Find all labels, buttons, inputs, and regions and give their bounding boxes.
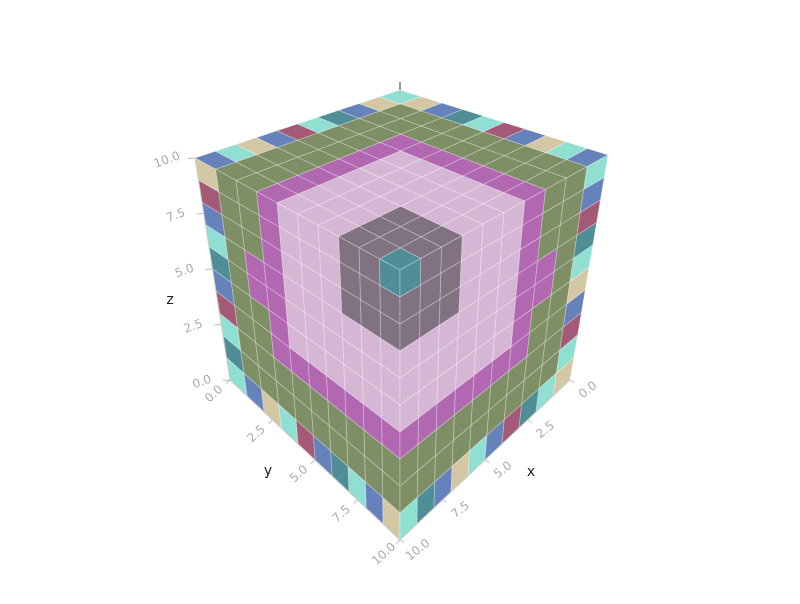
z-tick-label: 10.0 (152, 148, 182, 170)
y-tick-label: 2.5 (244, 422, 268, 445)
y-tick-label: 10.0 (369, 539, 398, 567)
tick-mark (222, 379, 231, 381)
tick-mark (395, 539, 401, 544)
tick-mark (205, 268, 213, 270)
x-tick-label: 7.5 (448, 498, 472, 521)
x-tick-label: 5.0 (491, 458, 515, 481)
tick-mark (310, 459, 316, 464)
x-tick-label: 10.0 (403, 536, 433, 563)
tick-mark (569, 379, 575, 383)
z-tick-label: 0.0 (190, 372, 213, 392)
tick-mark (399, 539, 405, 543)
tick-mark (442, 499, 448, 503)
tick-mark (268, 419, 273, 424)
tick-mark (225, 379, 231, 384)
z-axis-label: z (166, 292, 173, 308)
y-tick-label: 7.5 (329, 502, 353, 525)
tick-mark (353, 499, 358, 504)
z-tick-label: 5.0 (173, 261, 196, 281)
voxel (378, 89, 423, 105)
x-tick-label: 0.0 (576, 378, 600, 401)
z-tick-label: 7.5 (164, 205, 187, 225)
tick-mark (484, 459, 490, 463)
y-axis-label: y (264, 463, 272, 479)
tick-mark (214, 324, 222, 326)
y-tick-label: 5.0 (287, 462, 311, 485)
tick-mark (187, 157, 196, 159)
tick-mark (527, 419, 533, 423)
tick-mark (196, 213, 204, 215)
x-axis-label: x (527, 464, 535, 480)
z-tick-label: 2.5 (182, 316, 205, 336)
x-tick-label: 2.5 (533, 418, 557, 441)
